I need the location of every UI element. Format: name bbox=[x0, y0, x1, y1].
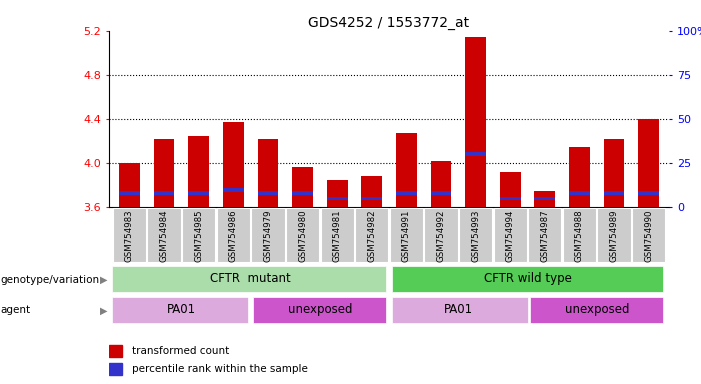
Bar bbox=[327, 180, 348, 207]
FancyBboxPatch shape bbox=[424, 208, 458, 263]
FancyBboxPatch shape bbox=[217, 208, 250, 263]
Bar bbox=[569, 191, 590, 195]
Text: CFTR  mutant: CFTR mutant bbox=[210, 272, 291, 285]
Bar bbox=[109, 363, 122, 375]
Title: GDS4252 / 1553772_at: GDS4252 / 1553772_at bbox=[308, 16, 470, 30]
FancyBboxPatch shape bbox=[392, 266, 662, 292]
FancyBboxPatch shape bbox=[563, 208, 596, 263]
Bar bbox=[292, 167, 313, 207]
Bar bbox=[109, 345, 122, 357]
FancyBboxPatch shape bbox=[320, 208, 354, 263]
Bar bbox=[223, 122, 244, 207]
Bar bbox=[430, 161, 451, 207]
Bar bbox=[604, 139, 625, 207]
Text: unexposed: unexposed bbox=[564, 303, 629, 316]
Bar bbox=[257, 191, 278, 195]
Text: GSM754994: GSM754994 bbox=[505, 209, 515, 262]
FancyBboxPatch shape bbox=[530, 297, 662, 323]
Bar bbox=[223, 188, 244, 192]
Text: genotype/variation: genotype/variation bbox=[1, 275, 100, 285]
Text: GSM754979: GSM754979 bbox=[264, 209, 273, 262]
Text: GSM754992: GSM754992 bbox=[437, 209, 445, 262]
Bar bbox=[292, 191, 313, 195]
FancyBboxPatch shape bbox=[112, 266, 386, 292]
FancyBboxPatch shape bbox=[251, 208, 285, 263]
Bar bbox=[569, 147, 590, 207]
Text: PA01: PA01 bbox=[444, 303, 473, 316]
Bar bbox=[534, 197, 555, 200]
Text: GSM754987: GSM754987 bbox=[540, 209, 550, 262]
Bar bbox=[361, 197, 382, 200]
FancyBboxPatch shape bbox=[597, 208, 631, 263]
Text: CFTR wild type: CFTR wild type bbox=[484, 272, 571, 285]
Bar bbox=[534, 191, 555, 207]
FancyBboxPatch shape bbox=[459, 208, 492, 263]
Text: GSM754982: GSM754982 bbox=[367, 209, 376, 262]
Bar bbox=[361, 177, 382, 207]
FancyBboxPatch shape bbox=[113, 208, 146, 263]
Text: GSM754989: GSM754989 bbox=[610, 209, 618, 262]
FancyBboxPatch shape bbox=[632, 208, 665, 263]
Bar bbox=[639, 119, 659, 207]
Bar bbox=[189, 191, 209, 195]
FancyBboxPatch shape bbox=[390, 208, 423, 263]
Text: unexposed: unexposed bbox=[287, 303, 352, 316]
Text: agent: agent bbox=[1, 305, 31, 315]
FancyBboxPatch shape bbox=[355, 208, 388, 263]
Bar bbox=[154, 191, 175, 195]
Bar bbox=[257, 139, 278, 207]
Bar bbox=[119, 191, 139, 195]
Bar bbox=[604, 191, 625, 195]
Text: ▶: ▶ bbox=[100, 275, 107, 285]
Text: GSM754988: GSM754988 bbox=[575, 209, 584, 262]
Bar bbox=[465, 152, 486, 156]
Text: GSM754985: GSM754985 bbox=[194, 209, 203, 262]
Text: GSM754981: GSM754981 bbox=[333, 209, 341, 262]
Bar bbox=[189, 136, 209, 207]
Bar bbox=[500, 172, 521, 207]
Text: GSM754991: GSM754991 bbox=[402, 209, 411, 262]
Bar bbox=[396, 191, 417, 195]
Text: GSM754980: GSM754980 bbox=[298, 209, 307, 262]
Text: transformed count: transformed count bbox=[132, 346, 229, 356]
Text: GSM754993: GSM754993 bbox=[471, 209, 480, 262]
FancyBboxPatch shape bbox=[286, 208, 319, 263]
Bar bbox=[119, 163, 139, 207]
FancyBboxPatch shape bbox=[112, 297, 248, 323]
Bar bbox=[154, 139, 175, 207]
Text: percentile rank within the sample: percentile rank within the sample bbox=[132, 364, 308, 374]
Bar bbox=[465, 37, 486, 207]
Text: GSM754986: GSM754986 bbox=[229, 209, 238, 262]
FancyBboxPatch shape bbox=[147, 208, 181, 263]
FancyBboxPatch shape bbox=[529, 208, 562, 263]
FancyBboxPatch shape bbox=[253, 297, 386, 323]
FancyBboxPatch shape bbox=[494, 208, 527, 263]
Bar bbox=[327, 197, 348, 200]
Bar bbox=[639, 191, 659, 195]
Bar bbox=[396, 133, 417, 207]
Text: GSM754990: GSM754990 bbox=[644, 209, 653, 262]
FancyBboxPatch shape bbox=[392, 297, 528, 323]
Bar bbox=[500, 197, 521, 200]
Text: PA01: PA01 bbox=[167, 303, 196, 316]
Text: GSM754983: GSM754983 bbox=[125, 209, 134, 262]
FancyBboxPatch shape bbox=[182, 208, 215, 263]
Text: ▶: ▶ bbox=[100, 305, 107, 315]
Bar bbox=[430, 191, 451, 195]
Text: GSM754984: GSM754984 bbox=[160, 209, 168, 262]
